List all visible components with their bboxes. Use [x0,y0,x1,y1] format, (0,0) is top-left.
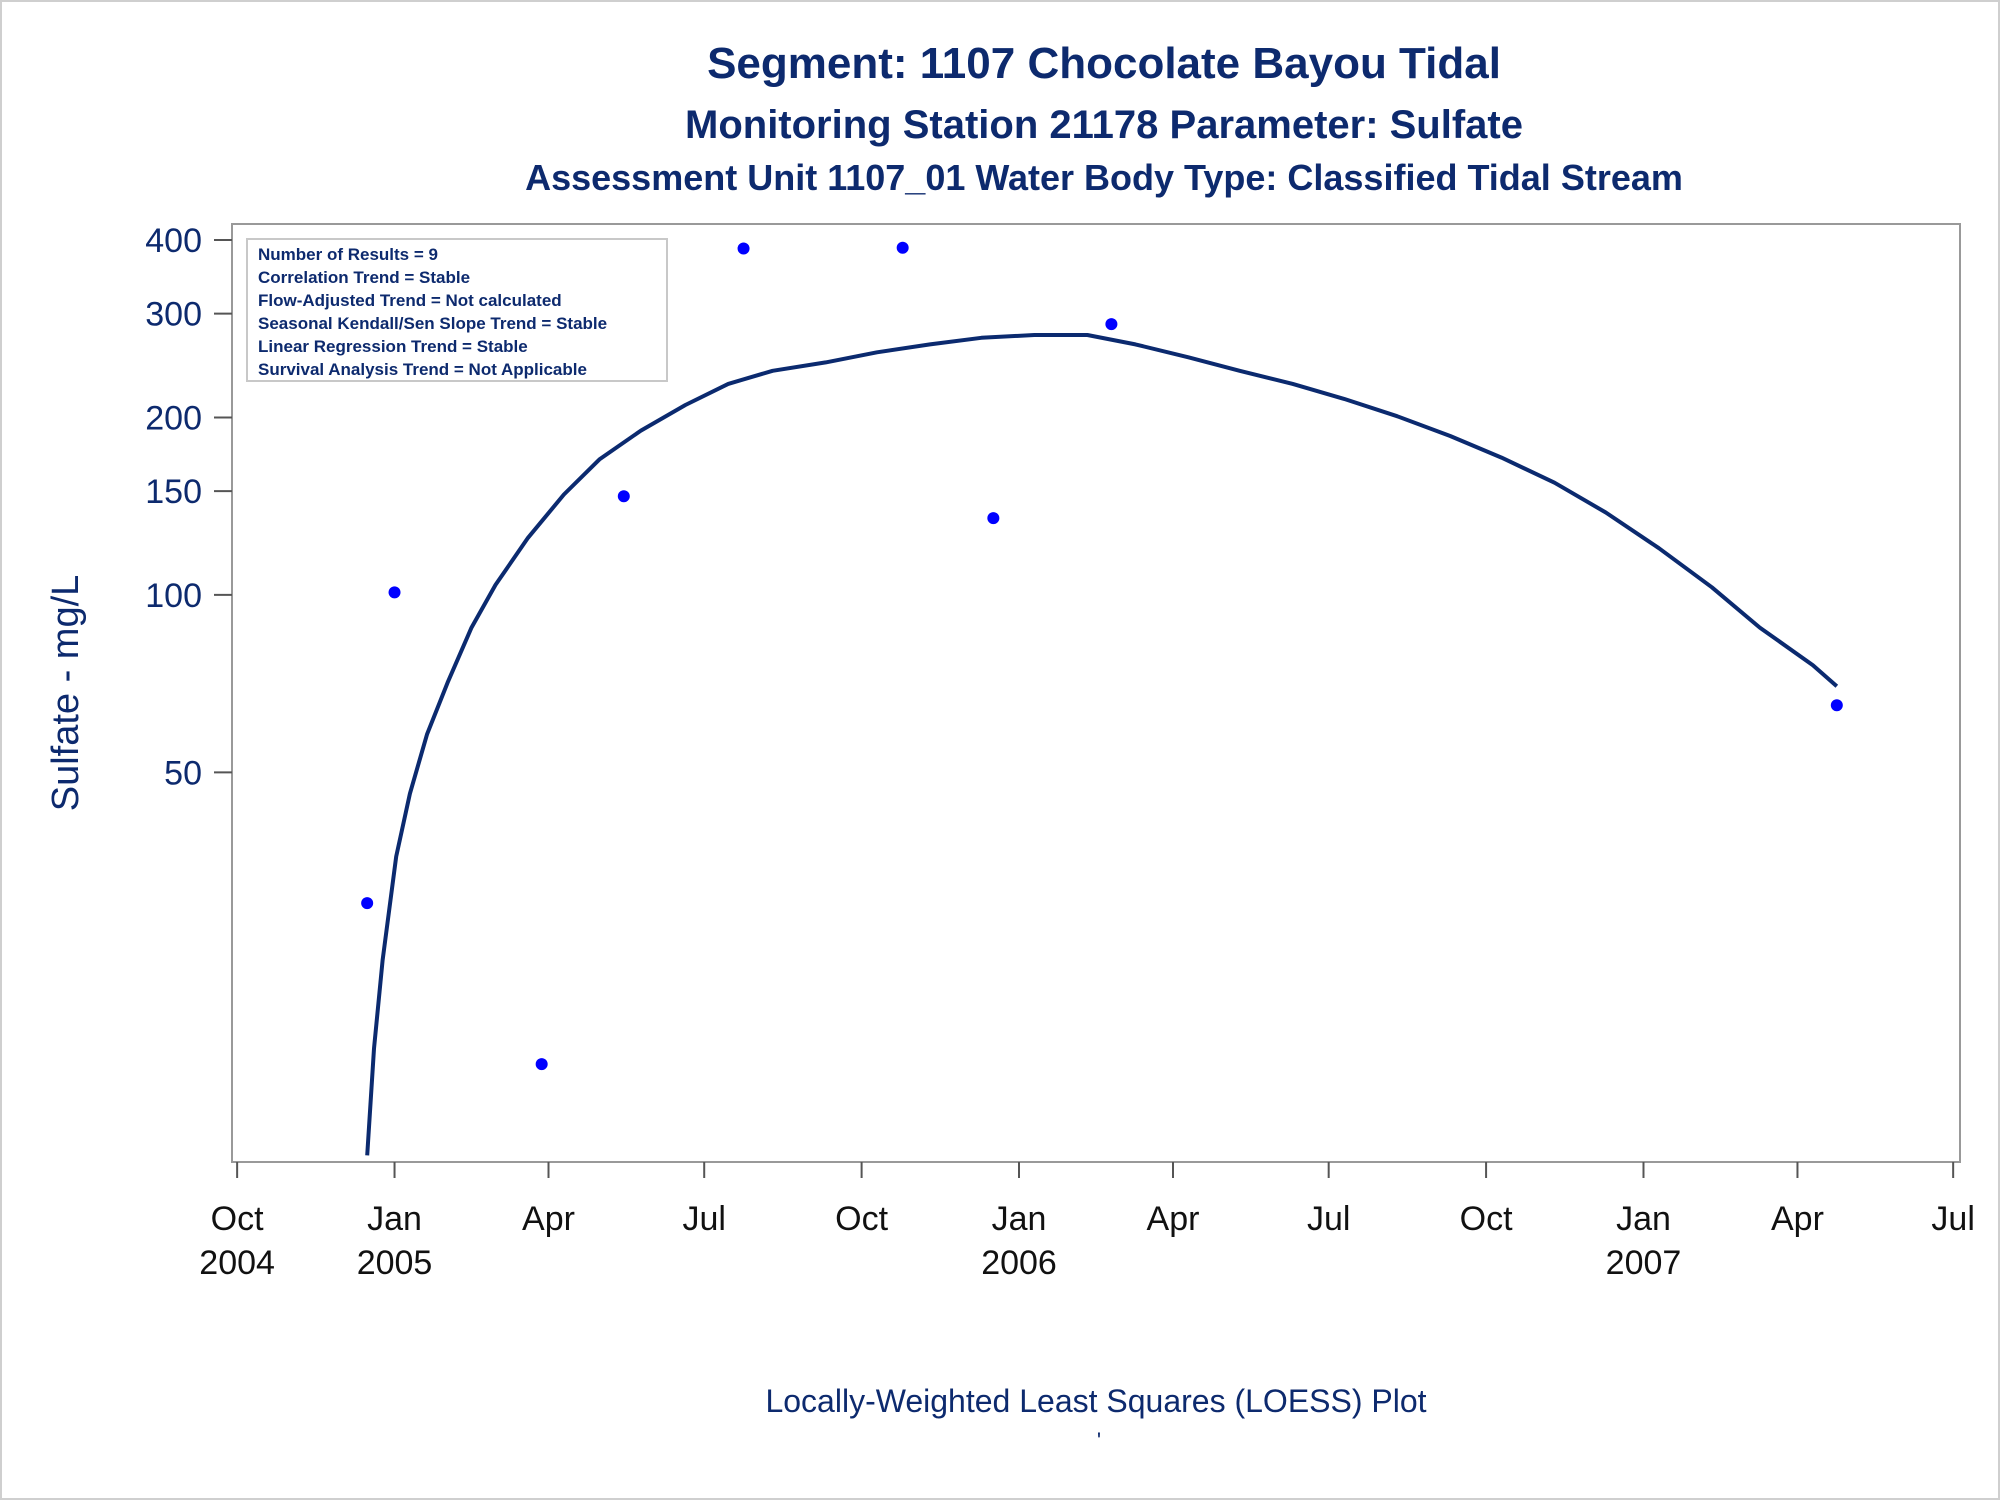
loess-curve [365,333,1839,1156]
x-tick-label: Jul [682,1200,725,1238]
data-point [535,1058,548,1071]
chart-subtitle-2: Assessment Unit 1107_01 Water Body Type:… [525,157,1683,198]
stats-box: Number of Results = 9 Correlation Trend … [246,238,668,382]
stats-line: Number of Results = 9 [258,245,438,264]
data-point [361,897,374,910]
points-layer [361,241,1843,1071]
footer-mark: ' [1097,1428,1101,1453]
data-point [987,512,1000,525]
x-tick-label: Jan [367,1200,422,1238]
data-point [388,586,401,599]
x-tick-label-year: 2005 [357,1244,433,1282]
chart-title: Segment: 1107 Chocolate Bayou Tidal [707,39,1501,88]
chart-subtitle: Monitoring Station 21178 Parameter: Sulf… [685,103,1523,147]
data-point [1830,699,1843,712]
y-tick-label: 400 [145,222,202,260]
stats-line: Flow-Adjusted Trend = Not calculated [258,291,562,310]
y-tick-label: 150 [145,473,202,511]
y-tick-label: 50 [164,754,202,792]
y-tick-label: 200 [145,399,202,437]
y-tick-label: 100 [145,577,202,615]
stats-line: Linear Regression Trend = Stable [258,337,528,356]
loess-curve-layer [365,333,1839,1156]
x-tick-label: Jul [1307,1200,1350,1238]
x-tick-label: Oct [211,1200,264,1238]
x-tick-label: Apr [522,1200,575,1238]
x-tick-label: Oct [835,1200,888,1238]
y-axis-label: Sulfate - mg/L [45,575,87,812]
data-point [737,242,750,255]
data-point [1105,318,1118,331]
stats-box-border [246,238,668,382]
stats-line: Seasonal Kendall/Sen Slope Trend = Stabl… [258,314,607,333]
x-tick-label: Apr [1147,1200,1200,1238]
x-tick-label: Apr [1771,1200,1824,1238]
data-point [617,490,630,503]
x-tick-label: Jan [1616,1200,1671,1238]
y-axis: 50 100 150 200 300 400 [145,222,232,792]
stats-line: Correlation Trend = Stable [258,268,470,287]
x-tick-label-year: 2004 [199,1244,275,1282]
x-tick-label-year: 2007 [1606,1244,1682,1282]
footer-note: Locally-Weighted Least Squares (LOESS) P… [765,1383,1426,1419]
y-tick-label: 300 [145,296,202,334]
x-tick-label: Oct [1460,1200,1513,1238]
data-point [896,241,909,254]
stats-line: Survival Analysis Trend = Not Applicable [258,360,587,379]
x-tick-label: Jul [1931,1200,1974,1238]
x-tick-label: Jan [992,1200,1047,1238]
x-axis: Oct 2004 Jan 2005 Apr Jul Oct Jan 2006 Apr Jul Oct J… [199,1162,1975,1282]
x-tick-label-year: 2006 [981,1244,1057,1282]
plot-area-frame [231,223,1961,1163]
